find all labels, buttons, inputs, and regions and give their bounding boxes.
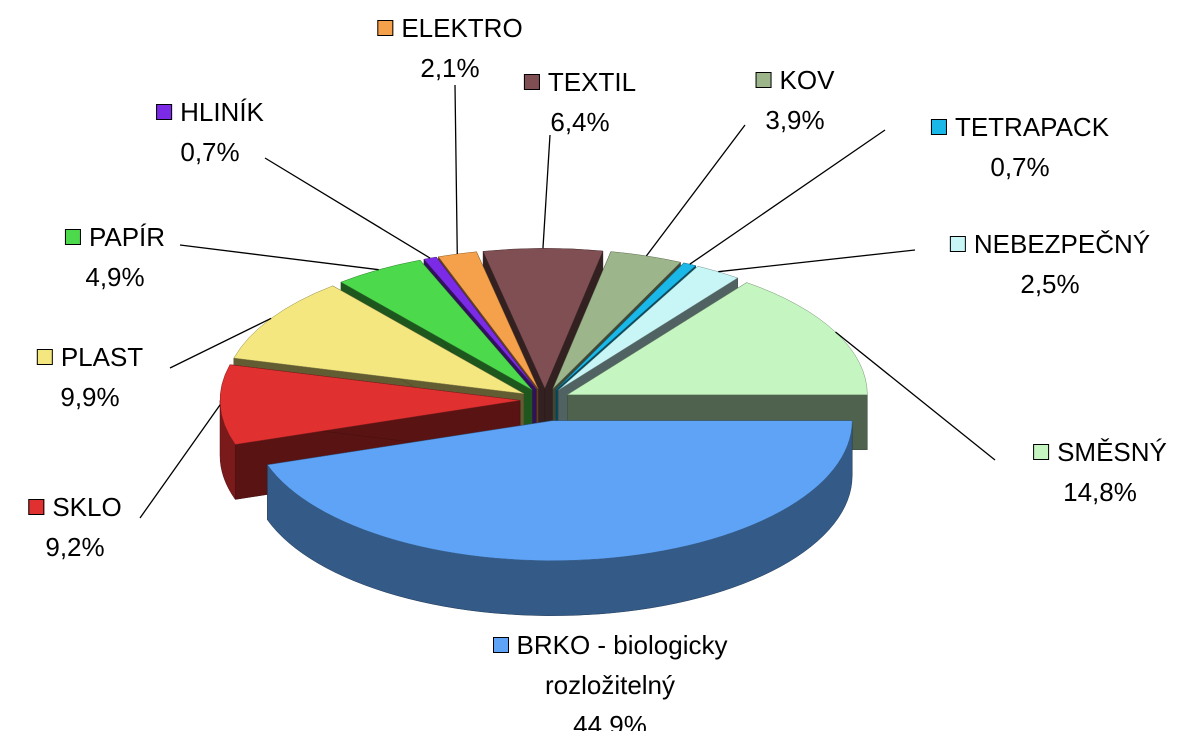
leader-line bbox=[454, 84, 458, 254]
legend-key bbox=[492, 637, 509, 653]
data-label: SMĚSNÝ 14,8% bbox=[1033, 432, 1167, 512]
value-label: 2,1% bbox=[420, 53, 480, 83]
leader-line bbox=[542, 134, 551, 249]
value-label: 14,8% bbox=[1063, 477, 1137, 507]
legend-key bbox=[523, 74, 540, 90]
value-label: 9,2% bbox=[45, 532, 105, 562]
category-label: TEXTIL bbox=[547, 67, 637, 97]
leader-line bbox=[645, 124, 746, 257]
leader-line bbox=[264, 157, 431, 259]
leader-line bbox=[169, 317, 272, 369]
leader-line bbox=[718, 249, 916, 273]
data-label: TEXTIL 6,4% bbox=[523, 62, 637, 142]
slice bbox=[219, 364, 521, 445]
slice bbox=[340, 259, 533, 391]
leader-line bbox=[139, 404, 221, 519]
legend-key bbox=[28, 499, 45, 515]
category-label: TETRAPACK bbox=[954, 112, 1110, 142]
leader-line bbox=[689, 129, 886, 265]
category-label: SKLO bbox=[52, 492, 122, 522]
data-label: PAPÍR 4,9% bbox=[64, 217, 166, 297]
data-label: ELEKTRO 2,1% bbox=[377, 8, 523, 88]
data-label: BRKO - biologicky rozložitelný 44,9% bbox=[460, 625, 760, 731]
category-label: KOV bbox=[779, 65, 835, 95]
data-label: TETRAPACK 0,7% bbox=[930, 107, 1110, 187]
value-label: 9,9% bbox=[60, 382, 120, 412]
category-label: SMĚSNÝ bbox=[1057, 437, 1167, 467]
value-label: 3,9% bbox=[765, 105, 825, 135]
category-label: ELEKTRO bbox=[401, 13, 523, 43]
value-label: 6,4% bbox=[550, 107, 610, 137]
legend-key bbox=[36, 349, 53, 365]
data-label: PLAST 9,9% bbox=[36, 337, 144, 417]
data-label: SKLO 9,2% bbox=[28, 487, 122, 567]
legend-key bbox=[755, 72, 772, 88]
category-label: PLAST bbox=[60, 342, 144, 372]
legend-key bbox=[949, 236, 966, 252]
slice bbox=[482, 248, 604, 389]
legend-key bbox=[1033, 444, 1050, 460]
data-label: NEBEZPEČNÝ 2,5% bbox=[949, 224, 1151, 304]
slice bbox=[267, 420, 853, 561]
data-label: KOV 3,9% bbox=[755, 60, 835, 140]
value-label: 4,9% bbox=[85, 262, 145, 292]
value-label: 0,7% bbox=[990, 152, 1050, 182]
value-label: 2,5% bbox=[1020, 269, 1080, 299]
legend-key bbox=[156, 104, 173, 120]
legend-key bbox=[64, 229, 81, 245]
slice bbox=[437, 251, 539, 389]
legend-key bbox=[377, 20, 394, 36]
category-label: HLINÍK bbox=[180, 97, 264, 127]
category-label: NEBEZPEČNÝ bbox=[973, 229, 1151, 259]
value-label: 0,7% bbox=[180, 137, 240, 167]
slice bbox=[233, 285, 525, 394]
data-label: HLINÍK 0,7% bbox=[156, 92, 264, 172]
leader-line bbox=[179, 244, 379, 271]
leader-line bbox=[835, 331, 996, 461]
value-label: 44,9% bbox=[573, 710, 647, 731]
legend-key bbox=[930, 119, 947, 135]
category-label: PAPÍR bbox=[88, 222, 166, 252]
category-label: BRKO - biologicky rozložitelný bbox=[516, 630, 728, 700]
